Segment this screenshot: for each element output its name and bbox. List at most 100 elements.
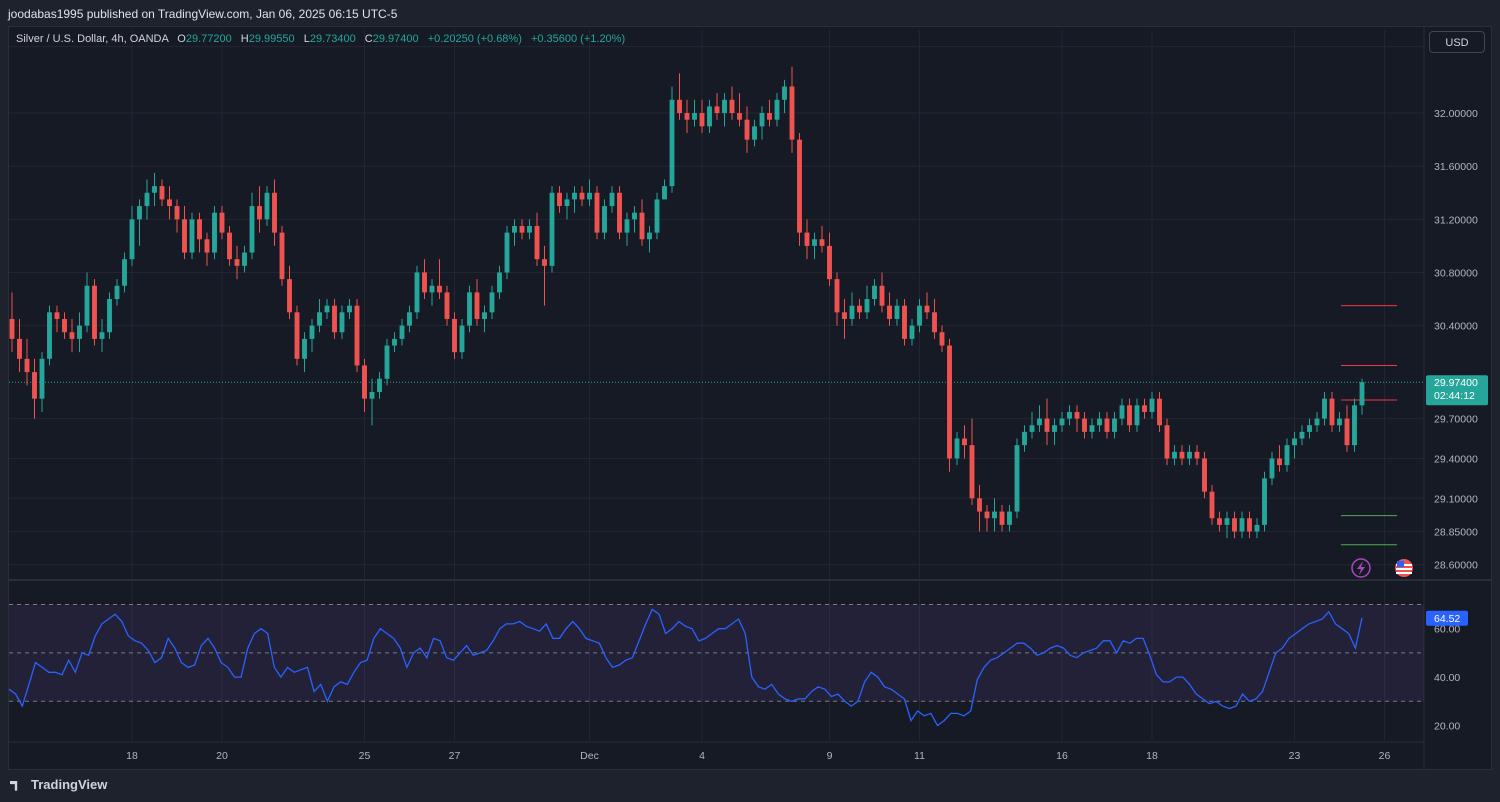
- candle-body: [332, 305, 337, 333]
- time-tick-label: 27: [449, 750, 461, 762]
- candle-body: [152, 186, 157, 193]
- candle-body: [144, 192, 150, 207]
- legend-open-label: O: [177, 33, 186, 45]
- candle-body: [752, 126, 757, 140]
- candle-body: [527, 225, 532, 233]
- legend-close-label: C: [364, 33, 373, 45]
- candle-body: [1277, 458, 1282, 466]
- rsi-value: 64.52: [1434, 613, 1460, 625]
- price-tick-label: 29.10000: [1434, 493, 1478, 505]
- candle-body: [407, 312, 412, 326]
- axis-layer: 32.5000032.0000031.6000031.2000030.80000…: [126, 42, 1478, 762]
- candle-body: [1187, 451, 1192, 459]
- candle-body: [1119, 405, 1125, 419]
- candle-body: [377, 378, 382, 393]
- us-flag-icon[interactable]: [1395, 559, 1413, 577]
- candle-body: [939, 332, 945, 346]
- level-layer: [9, 305, 1424, 546]
- legend-close: 29.97400: [372, 33, 419, 45]
- legend-high-label: H: [240, 33, 249, 45]
- candle-body: [174, 206, 180, 220]
- candle-body: [317, 312, 322, 326]
- time-tick-label: 23: [1289, 750, 1301, 762]
- candle-body: [534, 225, 540, 260]
- candle-body: [782, 86, 787, 100]
- candle-body: [812, 239, 817, 246]
- candle-body: [302, 338, 307, 359]
- candle-body: [917, 305, 922, 326]
- candle-body: [714, 106, 720, 114]
- candle-body: [887, 305, 892, 319]
- time-tick-label: 18: [1146, 750, 1158, 762]
- candle-body: [279, 232, 285, 280]
- tradingview-logo[interactable]: TradingView: [10, 777, 107, 792]
- candle-body: [827, 245, 832, 280]
- candle-body: [1179, 451, 1185, 459]
- candle-body: [242, 252, 247, 266]
- candle-body: [759, 113, 765, 127]
- candle-body: [227, 232, 232, 260]
- candle-body: [1172, 451, 1177, 459]
- candle-body: [684, 113, 690, 120]
- time-tick-label: 18: [126, 750, 138, 762]
- candle-body: [219, 212, 225, 233]
- price-tick-label: 28.60000: [1434, 560, 1478, 572]
- candle-body: [549, 192, 555, 266]
- candle-body: [579, 192, 585, 200]
- currency-button[interactable]: USD: [1429, 31, 1485, 53]
- candle-body: [1059, 418, 1065, 426]
- candle-body: [354, 305, 360, 366]
- candle-body: [842, 312, 847, 319]
- rsi-value-tag: 64.52: [1426, 610, 1468, 626]
- candle-body: [137, 206, 142, 220]
- candle-body: [437, 285, 442, 293]
- brand-name: TradingView: [31, 777, 108, 792]
- last-price-tag-bg: [1426, 375, 1488, 406]
- candle-body: [24, 358, 30, 373]
- candle-body: [1337, 418, 1342, 426]
- candle-body: [339, 312, 345, 333]
- candle-body: [602, 206, 607, 233]
- candle-body: [1322, 398, 1327, 419]
- candle-body: [662, 186, 667, 200]
- candle-body: [1142, 405, 1147, 412]
- candle-body: [1007, 511, 1012, 525]
- legend-open: 29.77200: [185, 33, 232, 45]
- candle-body: [1292, 438, 1297, 446]
- candle-body: [1209, 491, 1215, 519]
- candle-body: [767, 113, 772, 120]
- candle-body: [879, 285, 885, 306]
- candle-body: [32, 372, 37, 399]
- chart-frame[interactable]: [8, 26, 1492, 770]
- candle-body: [1052, 425, 1057, 432]
- candle-body: [864, 299, 870, 313]
- candle-body: [677, 99, 682, 114]
- candle-body: [294, 312, 300, 359]
- price-tick-label: 29.40000: [1434, 453, 1478, 465]
- candle-body: [1082, 418, 1087, 432]
- candle-body: [1359, 382, 1365, 406]
- candle-body: [444, 292, 450, 319]
- candle-body: [849, 305, 855, 319]
- candle-body: [362, 365, 367, 399]
- lightning-icon[interactable]: [1351, 558, 1371, 578]
- candle-body: [1044, 418, 1050, 432]
- candle-body: [909, 325, 915, 339]
- candle-body: [834, 279, 840, 313]
- candle-body: [902, 305, 907, 339]
- candle-body: [1194, 451, 1200, 459]
- rsi-value-tag-bg: [1426, 610, 1468, 626]
- candle-body: [924, 305, 930, 313]
- rsi-layer: [8, 604, 1424, 727]
- candle-body: [542, 259, 547, 266]
- candle-body: [654, 199, 660, 233]
- legend-high: 29.99550: [248, 33, 295, 45]
- candle-body: [1329, 398, 1335, 426]
- candle-body: [609, 192, 615, 207]
- candle-body: [1254, 524, 1260, 532]
- candle-body: [1134, 405, 1140, 426]
- candle-body: [1202, 458, 1207, 492]
